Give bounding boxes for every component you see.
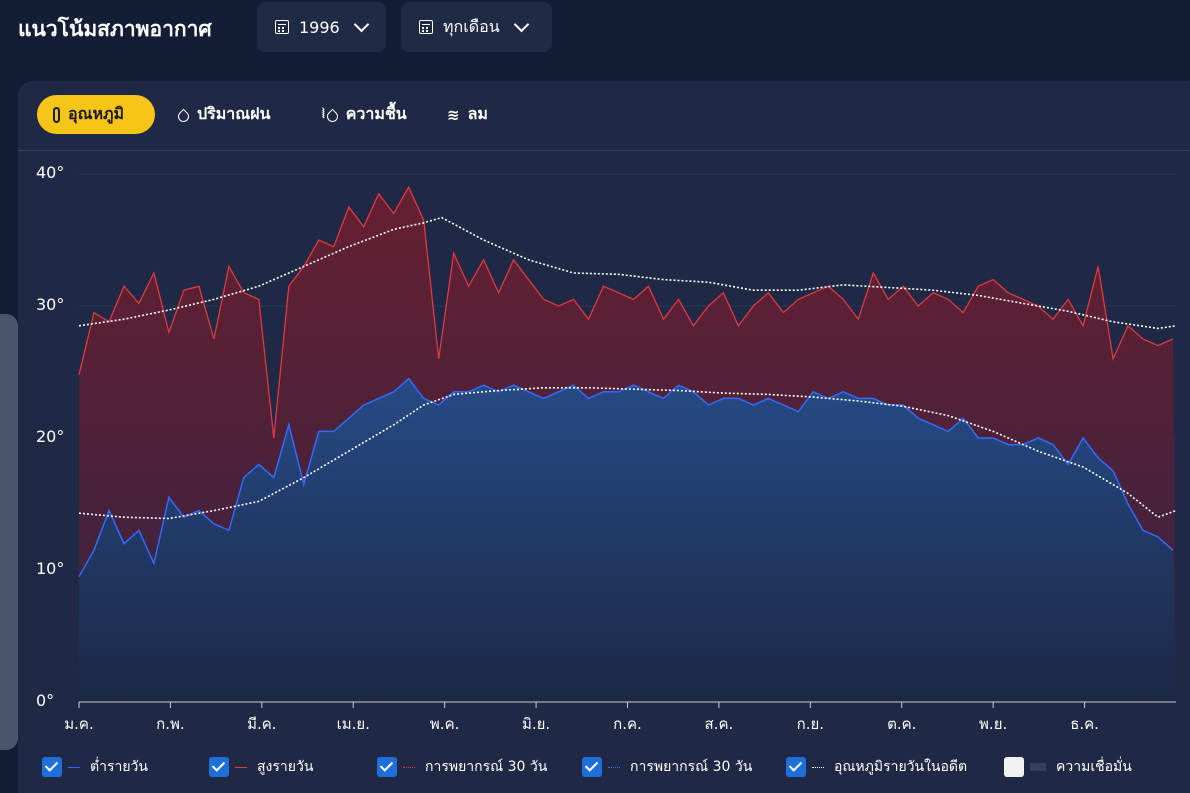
legend-swatch <box>68 766 80 768</box>
legend-label: อุณหภูมิรายวันในอดีต <box>834 759 968 775</box>
month-value: ทุกเดือน <box>443 16 500 36</box>
x-tick-label: พ.ค. <box>430 715 459 733</box>
x-tick-label: ก.ค. <box>613 715 642 733</box>
y-tick-label: 20° <box>36 427 64 446</box>
legend-swatch <box>608 766 620 768</box>
top-bar: แนวโน้มสภาพอากาศ 1996 ทุกเดือน <box>0 0 1190 60</box>
legend-label: การพยากรณ์ 30 วัน <box>630 759 753 775</box>
x-tick-label: พ.ย. <box>979 715 1007 733</box>
legend-item-daily-high[interactable]: สูงรายวัน <box>209 756 313 778</box>
checkbox[interactable] <box>42 757 62 777</box>
tab-wind[interactable]: ≋ ลม <box>435 95 500 134</box>
legend-swatch <box>1030 763 1046 771</box>
legend-item-confidence[interactable]: ความเชื่อมั่น <box>1004 756 1132 778</box>
tab-humidity[interactable]: ⦚ ความชื้น <box>310 95 419 134</box>
tab-label: อุณหภูมิ <box>68 104 125 123</box>
x-tick-label: ม.ค. <box>64 715 93 733</box>
legend-label: ความเชื่อมั่น <box>1056 759 1132 775</box>
x-tick-label: ส.ค. <box>705 715 734 733</box>
month-dropdown[interactable]: ทุกเดือน <box>401 2 552 52</box>
legend-swatch <box>403 766 415 768</box>
historical-low-line <box>78 387 1177 520</box>
wind-icon: ≋ <box>447 105 460 124</box>
checkbox[interactable] <box>786 757 806 777</box>
y-tick-label: 30° <box>36 295 64 314</box>
chart-legend: ต่ำรายวัน สูงรายวัน การพยากรณ์ 30 วัน กา… <box>0 746 1190 790</box>
legend-label: สูงรายวัน <box>257 759 314 775</box>
tab-label: ความชื้น <box>345 104 407 123</box>
year-dropdown[interactable]: 1996 <box>257 2 386 52</box>
tab-temperature[interactable]: อุณหภูมิ <box>37 95 155 134</box>
daily-high-line <box>78 185 1174 439</box>
thermometer-icon <box>53 106 60 123</box>
legend-label: การพยากรณ์ 30 วัน <box>425 759 548 775</box>
x-tick-label: ธ.ค. <box>1070 715 1099 733</box>
checkbox[interactable] <box>209 757 229 777</box>
y-tick-label: 0° <box>36 691 54 710</box>
x-tick-label: มิ.ย. <box>522 715 550 733</box>
legend-item-daily-low[interactable]: ต่ำรายวัน <box>42 756 148 778</box>
legend-swatch <box>235 766 247 768</box>
calendar-icon <box>419 20 433 34</box>
x-tick-label: เม.ย. <box>337 715 370 733</box>
legend-label: ต่ำรายวัน <box>90 759 148 775</box>
checkbox[interactable] <box>582 757 602 777</box>
legend-item-forecast-low[interactable]: การพยากรณ์ 30 วัน <box>582 756 752 778</box>
x-tick-label: ก.ย. <box>797 715 824 733</box>
y-tick-label: 40° <box>36 163 64 182</box>
tab-label: ลม <box>467 104 488 123</box>
metric-tabs: อุณหภูมิ ปริมาณฝน ⦚ ความชื้น ≋ ลม <box>18 81 1190 151</box>
checkbox[interactable] <box>1004 757 1024 777</box>
historical-high-line <box>78 216 1177 330</box>
x-tick-label: ต.ค. <box>887 715 916 733</box>
page-title: แนวโน้มสภาพอากาศ <box>18 17 212 41</box>
y-tick-label: 10° <box>36 559 64 578</box>
humidity-icon: ⦚ <box>322 107 325 122</box>
x-tick-label: ก.พ. <box>156 715 185 733</box>
tab-label: ปริมาณฝน <box>197 104 271 123</box>
legend-swatch <box>812 766 824 768</box>
legend-item-historical[interactable]: อุณหภูมิรายวันในอดีต <box>786 756 967 778</box>
side-panel-handle[interactable] <box>0 314 18 750</box>
checkbox[interactable] <box>377 757 397 777</box>
year-value: 1996 <box>299 17 340 37</box>
legend-item-forecast-high[interactable]: การพยากรณ์ 30 วัน <box>377 756 547 778</box>
x-tick-label: มี.ค. <box>247 715 276 733</box>
tab-rainfall[interactable]: ปริมาณฝน <box>166 95 282 134</box>
low-area <box>79 378 1176 702</box>
calendar-icon <box>275 20 289 34</box>
temperature-chart: 0° 10° 20° 30° 40° ม.ค. ก.พ. มี.ค. เม.ย. พ.ค. มิ.ย… <box>36 163 1177 733</box>
